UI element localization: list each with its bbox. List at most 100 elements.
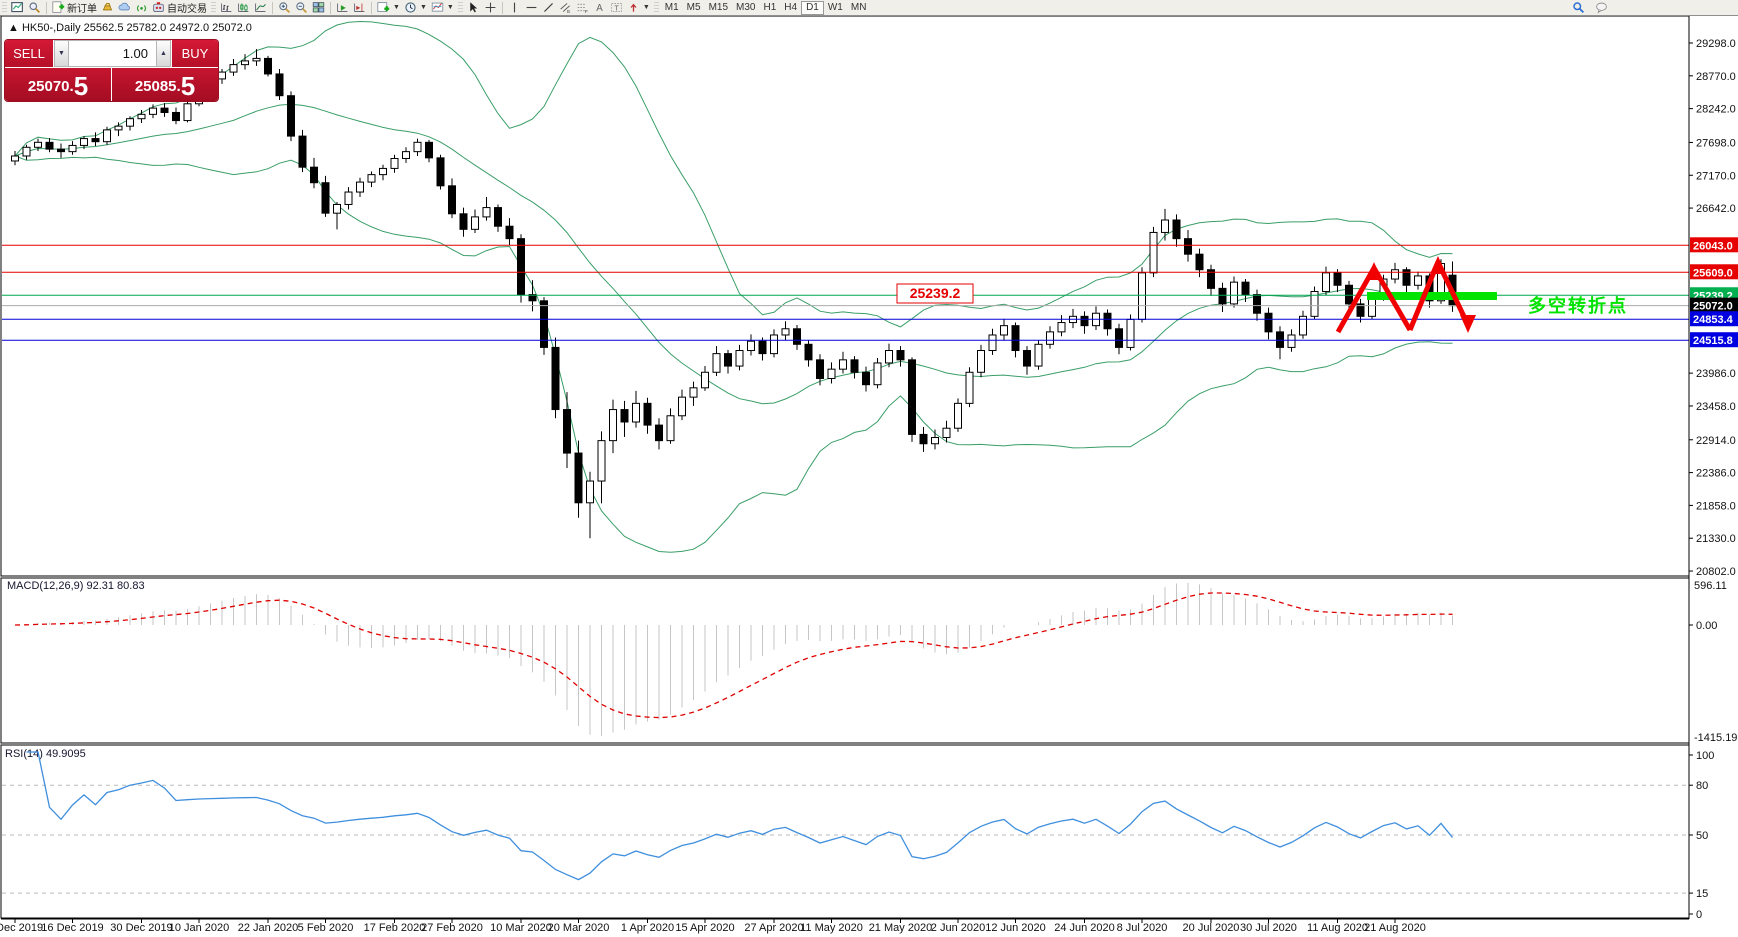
bar-chart-mode-button[interactable]	[218, 0, 235, 15]
chat-button[interactable]	[1593, 0, 1610, 15]
sell-price-display[interactable]: 25070. 5	[5, 68, 112, 101]
buy-price-display[interactable]: 25085. 5	[112, 68, 218, 101]
svg-text:20 Jul 2020: 20 Jul 2020	[1183, 922, 1240, 934]
svg-text:5 Feb 2020: 5 Feb 2020	[298, 922, 354, 934]
timeframe-mn-button[interactable]: MN	[850, 1, 867, 13]
price-axis-label	[1690, 332, 1738, 348]
buy-button[interactable]: BUY	[171, 40, 218, 67]
vertical-line-tool-button[interactable]	[506, 0, 523, 15]
volume-spinner: ▼ 1.00 ▲	[54, 40, 171, 67]
text-tool-button[interactable]: A	[591, 0, 608, 15]
svg-text:21 May 2020: 21 May 2020	[869, 922, 933, 934]
rsi-line	[26, 751, 1454, 881]
svg-text:25072.0: 25072.0	[1693, 301, 1733, 313]
volume-increase-button[interactable]: ▲	[156, 40, 171, 67]
search-button[interactable]	[1570, 0, 1587, 15]
svg-text:28242.0: 28242.0	[1696, 104, 1736, 116]
price-axis-label	[1690, 311, 1738, 327]
bollinger-bands	[14, 20, 1453, 553]
svg-text:30 Dec 2019: 30 Dec 2019	[110, 922, 172, 934]
svg-text:10 Mar 2020: 10 Mar 2020	[490, 922, 552, 934]
text-label-tool-button[interactable]: T	[608, 0, 625, 15]
timeframe-h4-button[interactable]: H4	[784, 1, 798, 13]
svg-text:50: 50	[1696, 830, 1708, 842]
timeframe-m1-button[interactable]: M1	[664, 1, 679, 13]
svg-text:2 Jun 2020: 2 Jun 2020	[931, 922, 985, 934]
candlestick-mode-button[interactable]	[235, 0, 252, 15]
svg-text:F: F	[585, 9, 588, 14]
timeframe-m15-button[interactable]: M15	[708, 1, 729, 13]
templates-button[interactable]: ▼	[429, 0, 456, 15]
toolbar-grip[interactable]	[653, 1, 659, 14]
toolbar-separator	[46, 1, 47, 14]
volume-decrease-button[interactable]: ▼	[54, 40, 69, 67]
svg-text:23458.0: 23458.0	[1696, 401, 1736, 413]
svg-text:24853.4: 24853.4	[1693, 314, 1734, 326]
new-order-button[interactable]: 新订单	[50, 0, 99, 15]
candlesticks	[11, 49, 1457, 539]
auto-scroll-button[interactable]	[334, 0, 351, 15]
tile-windows-button[interactable]	[310, 0, 327, 15]
red-zigzag-annotation	[1335, 256, 1476, 334]
line-chart-mode-button[interactable]	[252, 0, 269, 15]
autotrading-button[interactable]: 自动交易	[150, 0, 209, 15]
main-toolbar: 新订单 自动交易 ▼ ▼ ▼ E F A T ▼ M1 M5 M15 M30 H…	[0, 0, 1738, 16]
svg-text:多空转折点: 多空转折点	[1528, 295, 1628, 316]
price-axis[interactable]: 29298.0 28770.0 28242.0 27698.0 27170.0 26642…	[1688, 16, 1738, 921]
crosshair-tool-button[interactable]	[482, 0, 499, 15]
fibonacci-tool-button[interactable]: F	[574, 0, 591, 15]
timeframe-m30-button[interactable]: M30	[736, 1, 756, 13]
timeframe-d1-button[interactable]: D1	[801, 0, 824, 15]
horizontal-line-tool-button[interactable]	[523, 0, 540, 15]
svg-text:20802.0: 20802.0	[1696, 566, 1736, 578]
signal-icon[interactable]	[133, 0, 150, 15]
deposit-icon[interactable]	[99, 0, 116, 15]
svg-text:596.11: 596.11	[1694, 580, 1727, 592]
chart-shift-button[interactable]	[351, 0, 368, 15]
equidistant-channel-tool-button[interactable]: E	[557, 0, 574, 15]
toolbar-separator	[371, 1, 372, 14]
macd-signal-line	[14, 592, 1453, 719]
new-chart-button[interactable]	[9, 0, 26, 15]
cursor-tool-button[interactable]	[465, 0, 482, 15]
svg-text:22 Jan 2020: 22 Jan 2020	[238, 922, 299, 934]
profiles-button[interactable]	[26, 0, 43, 15]
rsi-panel	[0, 744, 1690, 919]
cloud-icon[interactable]	[116, 0, 133, 15]
toolbar-grip[interactable]	[457, 1, 463, 14]
timeframe-m5-button[interactable]: M5	[686, 1, 701, 13]
sell-price-main: 25070.	[27, 78, 74, 95]
zoom-out-button[interactable]	[293, 0, 310, 15]
svg-text:25239.2: 25239.2	[910, 285, 961, 301]
bollinger-lower-band	[14, 155, 1453, 553]
toolbar-separator	[272, 1, 273, 14]
green-turning-point-bar	[1367, 292, 1497, 300]
svg-text:10 Jan 2020: 10 Jan 2020	[169, 922, 230, 934]
svg-text:1 Apr 2020: 1 Apr 2020	[621, 922, 674, 934]
svg-text:8 Jul 2020: 8 Jul 2020	[1117, 922, 1168, 934]
svg-text:11 May 2020: 11 May 2020	[800, 922, 863, 934]
sell-button[interactable]: SELL	[5, 40, 54, 67]
svg-text:26642.0: 26642.0	[1696, 203, 1736, 215]
svg-text:24 Jun 2020: 24 Jun 2020	[1054, 922, 1115, 934]
volume-value[interactable]: 1.00	[69, 40, 156, 67]
toolbar-grip[interactable]	[211, 1, 216, 14]
buy-price-big-digit: 5	[180, 71, 196, 101]
svg-text:4 Dec 2019: 4 Dec 2019	[0, 922, 43, 934]
trendline-tool-button[interactable]	[540, 0, 557, 15]
timeframe-w1-button[interactable]: W1	[827, 1, 843, 13]
svg-text:30 Jul 2020: 30 Jul 2020	[1240, 922, 1297, 934]
svg-text:21 Aug 2020: 21 Aug 2020	[1364, 922, 1426, 934]
timeframe-h1-button[interactable]: H1	[763, 1, 777, 13]
indicators-button[interactable]: ▼	[375, 0, 402, 15]
price-axis-label	[1690, 297, 1738, 313]
arrows-tool-button[interactable]: ▼	[625, 0, 652, 15]
toolbar-grip[interactable]	[2, 1, 7, 14]
periods-button[interactable]: ▼	[402, 0, 429, 15]
autotrading-label: 自动交易	[167, 4, 207, 15]
svg-text:27170.0: 27170.0	[1696, 170, 1736, 182]
zoom-in-button[interactable]	[276, 0, 293, 15]
price-level-box	[896, 283, 974, 304]
